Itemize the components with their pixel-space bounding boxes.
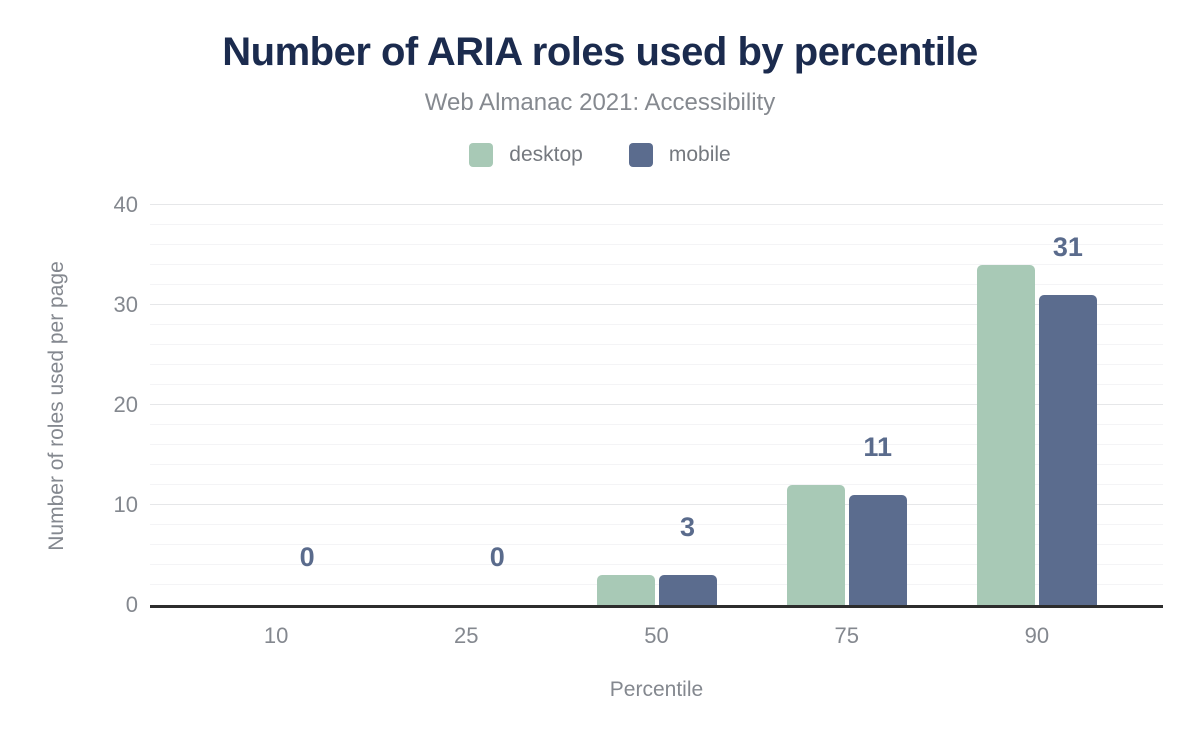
gridline-y-24 <box>150 364 1163 365</box>
bar-mobile-p90[interactable]: 31 <box>1038 234 1097 605</box>
bar-group-p75: 11 75 <box>752 205 942 648</box>
data-label-p50: 3 <box>679 512 696 542</box>
legend: desktop mobile <box>0 143 1200 167</box>
x-tick-label-75: 75 <box>834 623 859 648</box>
bar-desktop-p90[interactable] <box>976 265 1035 605</box>
bar-mobile-p75[interactable]: 11 <box>848 434 907 605</box>
chart-subtitle: Web Almanac 2021: Accessibility <box>424 89 776 116</box>
gridline-y-26 <box>150 344 1163 345</box>
x-tick-label-10: 10 <box>263 623 289 648</box>
x-tick-label-50: 50 <box>644 623 669 648</box>
y-tick-label-40: 40 <box>113 192 138 217</box>
bar-group-p50: 3 50 <box>561 205 751 648</box>
y-axis-title: Number of roles used per page <box>45 261 68 551</box>
data-label-p75: 11 <box>863 432 892 462</box>
gridline-y-22 <box>150 384 1163 385</box>
gridline-y-20 <box>150 404 1163 405</box>
bar-groups: 0 10 0 25 3 50 11 75 31 90 <box>150 205 1163 649</box>
bar-desktop-p50[interactable] <box>596 575 655 605</box>
y-tick-label-10: 10 <box>113 492 138 517</box>
data-label-p10: 0 <box>299 542 315 572</box>
y-tick-label-0: 0 <box>125 592 138 617</box>
x-tick-label-90: 90 <box>1024 623 1050 648</box>
gridline-y-18 <box>150 424 1163 425</box>
gridline-y-6 <box>150 544 1163 545</box>
legend-item-desktop[interactable]: desktop <box>469 143 583 167</box>
bar-group-p10: 0 10 <box>181 205 371 649</box>
gridline-y-32 <box>150 284 1163 285</box>
gridline-y-38 <box>150 224 1163 225</box>
gridline-y-28 <box>150 324 1163 325</box>
gridline-y-4 <box>150 564 1163 565</box>
legend-item-mobile[interactable]: mobile <box>628 143 731 167</box>
bar-mobile-p50[interactable]: 3 <box>658 514 717 605</box>
bar-group-p90: 31 90 <box>942 205 1132 648</box>
gridline-y-40 <box>150 204 1163 205</box>
gridline-y-14 <box>150 464 1163 465</box>
desktop-swatch-icon <box>469 143 494 167</box>
gridline-y-30 <box>150 304 1163 305</box>
legend-label-desktop: desktop <box>509 143 583 166</box>
gridline-y-34 <box>150 264 1163 265</box>
gridline-y-36 <box>150 244 1163 245</box>
gridline-y-12 <box>150 484 1163 485</box>
plot-area: 0 10 20 30 40 0 10 0 25 3 50 11 75 31 90 <box>114 194 1163 649</box>
x-tick-label-25: 25 <box>454 623 479 648</box>
gridline-y-10 <box>150 504 1163 505</box>
y-tick-label-30: 30 <box>113 292 138 317</box>
bar-group-p25: 0 25 <box>371 205 561 649</box>
gridline-y-2 <box>150 584 1163 585</box>
legend-label-mobile: mobile <box>668 143 731 166</box>
gridline-y-8 <box>150 524 1163 525</box>
bar-desktop-p75[interactable] <box>786 485 845 605</box>
x-axis-title: Percentile <box>609 678 704 701</box>
data-label-p25: 0 <box>489 542 505 572</box>
y-tick-label-20: 20 <box>113 392 138 417</box>
gridline-y-16 <box>150 444 1163 445</box>
chart-title: Number of ARIA roles used by percentile <box>222 30 978 74</box>
mobile-swatch-icon <box>628 143 653 167</box>
data-label-p90: 31 <box>1052 232 1083 262</box>
